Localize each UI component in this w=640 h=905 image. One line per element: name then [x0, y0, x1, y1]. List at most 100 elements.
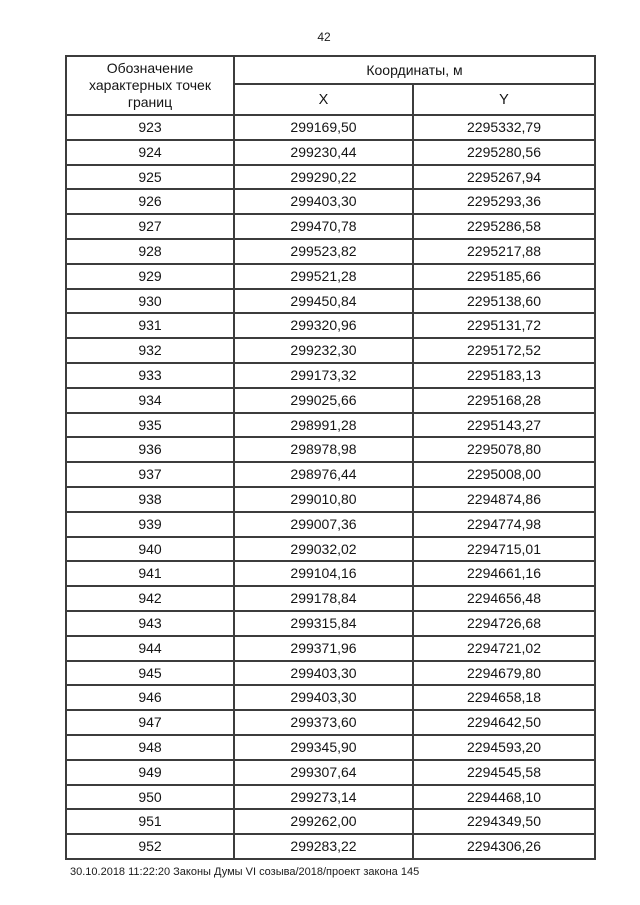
x-coordinate-cell: 299521,28 — [233, 262, 414, 290]
table-row: 940 299032,02 2294715,01 — [65, 535, 596, 563]
x-coordinate-cell: 299371,96 — [233, 634, 414, 662]
point-number-cell: 941 — [65, 560, 235, 588]
point-number-cell: 929 — [65, 262, 235, 290]
y-coordinate-cell: 2295138,60 — [412, 287, 596, 315]
y-coordinate-cell: 2295131,72 — [412, 312, 596, 340]
y-coordinate-cell: 2294658,18 — [412, 684, 596, 712]
coordinates-table: Обозначение характерных точек границ Коо… — [65, 55, 596, 860]
col-header-y: Y — [412, 83, 596, 116]
point-number-cell: 950 — [65, 783, 235, 811]
point-number-cell: 947 — [65, 709, 235, 736]
table-row: 952 299283,22 2294306,26 — [65, 833, 596, 860]
y-coordinate-cell: 2295078,80 — [412, 436, 596, 464]
y-coordinate-cell: 2294679,80 — [412, 659, 596, 687]
point-number-cell: 923 — [65, 114, 235, 141]
y-coordinate-cell: 2295183,13 — [412, 361, 596, 389]
x-coordinate-cell: 299403,30 — [233, 188, 414, 216]
point-number-cell: 944 — [65, 634, 235, 662]
point-number-cell: 926 — [65, 188, 235, 216]
point-number-cell: 951 — [65, 808, 235, 836]
x-coordinate-cell: 299025,66 — [233, 386, 414, 414]
point-number-cell: 943 — [65, 609, 235, 637]
x-coordinate-cell: 299403,30 — [233, 659, 414, 687]
table-row: 937 298976,44 2295008,00 — [65, 461, 596, 488]
y-coordinate-cell: 2294774,98 — [412, 510, 596, 538]
y-coordinate-cell: 2294874,86 — [412, 485, 596, 513]
y-coordinate-cell: 2295332,79 — [412, 114, 596, 141]
x-coordinate-cell: 299450,84 — [233, 287, 414, 315]
table-row: 945 299403,30 2294679,80 — [65, 659, 596, 687]
x-coordinate-cell: 299345,90 — [233, 733, 414, 761]
y-coordinate-cell: 2294593,20 — [412, 733, 596, 761]
table-row: 942 299178,84 2294656,48 — [65, 585, 596, 612]
y-coordinate-cell: 2294726,68 — [412, 609, 596, 637]
x-coordinate-cell: 299104,16 — [233, 560, 414, 588]
x-coordinate-cell: 299470,78 — [233, 213, 414, 240]
point-number-cell: 936 — [65, 436, 235, 464]
point-number-cell: 939 — [65, 510, 235, 538]
point-number-cell: 925 — [65, 163, 235, 191]
y-coordinate-cell: 2295172,52 — [412, 337, 596, 364]
table-row: 941 299104,16 2294661,16 — [65, 560, 596, 588]
x-coordinate-cell: 299007,36 — [233, 510, 414, 538]
col-header-point-designation: Обозначение характерных точек границ — [65, 55, 235, 116]
x-coordinate-cell: 299523,82 — [233, 237, 414, 265]
table-row: 931 299320,96 2295131,72 — [65, 312, 596, 340]
y-coordinate-cell: 2295168,28 — [412, 386, 596, 414]
table-body: 923 299169,50 2295332,79 924 299230,44 2… — [65, 114, 596, 860]
point-number-cell: 935 — [65, 411, 235, 439]
y-coordinate-cell: 2294545,58 — [412, 758, 596, 786]
point-number-cell: 930 — [65, 287, 235, 315]
x-coordinate-cell: 299173,32 — [233, 361, 414, 389]
x-coordinate-cell: 299307,64 — [233, 758, 414, 786]
page-number: 42 — [317, 30, 331, 44]
point-number-cell: 924 — [65, 138, 235, 166]
x-coordinate-cell: 299403,30 — [233, 684, 414, 712]
table-row: 924 299230,44 2295280,56 — [65, 138, 596, 166]
point-number-cell: 946 — [65, 684, 235, 712]
x-coordinate-cell: 299032,02 — [233, 535, 414, 563]
y-coordinate-cell: 2295008,00 — [412, 461, 596, 488]
table-row: 936 298978,98 2295078,80 — [65, 436, 596, 464]
x-coordinate-cell: 299178,84 — [233, 585, 414, 612]
point-number-cell: 937 — [65, 461, 235, 488]
x-coordinate-cell: 298991,28 — [233, 411, 414, 439]
y-coordinate-cell: 2294642,50 — [412, 709, 596, 736]
x-coordinate-cell: 299230,44 — [233, 138, 414, 166]
table-row: 951 299262,00 2294349,50 — [65, 808, 596, 836]
table-row: 938 299010,80 2294874,86 — [65, 485, 596, 513]
point-number-cell: 932 — [65, 337, 235, 364]
table-row: 946 299403,30 2294658,18 — [65, 684, 596, 712]
table-row: 939 299007,36 2294774,98 — [65, 510, 596, 538]
col-header-x: X — [233, 83, 414, 116]
point-number-cell: 952 — [65, 833, 235, 860]
table-row: 926 299403,30 2295293,36 — [65, 188, 596, 216]
x-coordinate-cell: 298978,98 — [233, 436, 414, 464]
point-number-cell: 949 — [65, 758, 235, 786]
y-coordinate-cell: 2294468,10 — [412, 783, 596, 811]
table-row: 929 299521,28 2295185,66 — [65, 262, 596, 290]
x-coordinate-cell: 299283,22 — [233, 833, 414, 860]
x-coordinate-cell: 299010,80 — [233, 485, 414, 513]
x-coordinate-cell: 299373,60 — [233, 709, 414, 736]
y-coordinate-cell: 2294306,26 — [412, 833, 596, 860]
table-row: 943 299315,84 2294726,68 — [65, 609, 596, 637]
y-coordinate-cell: 2295217,88 — [412, 237, 596, 265]
header-row-top: Обозначение характерных точек границ Коо… — [65, 55, 596, 116]
y-coordinate-cell: 2294656,48 — [412, 585, 596, 612]
table-row: 928 299523,82 2295217,88 — [65, 237, 596, 265]
table-row: 935 298991,28 2295143,27 — [65, 411, 596, 439]
table-header: Обозначение характерных точек границ Коо… — [65, 55, 596, 116]
y-coordinate-cell: 2295143,27 — [412, 411, 596, 439]
point-number-cell: 938 — [65, 485, 235, 513]
point-number-cell: 933 — [65, 361, 235, 389]
point-number-cell: 948 — [65, 733, 235, 761]
table-row: 947 299373,60 2294642,50 — [65, 709, 596, 736]
y-coordinate-cell: 2295280,56 — [412, 138, 596, 166]
table-row: 949 299307,64 2294545,58 — [65, 758, 596, 786]
table-row: 927 299470,78 2295286,58 — [65, 213, 596, 240]
x-coordinate-cell: 299273,14 — [233, 783, 414, 811]
col-header-point-designation-label: Обозначение характерных точек границ — [89, 59, 211, 111]
point-number-cell: 942 — [65, 585, 235, 612]
